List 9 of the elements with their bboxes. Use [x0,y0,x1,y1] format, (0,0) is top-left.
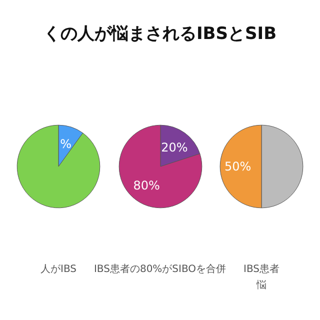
text: IBS患者 [244,262,280,277]
text: くの人が悩まされるIBSとSIB [42,23,278,46]
text: 人がIBS [40,263,76,277]
text: 悩 [255,278,268,293]
data-label: 20% [160,140,188,154]
data-label: % [60,136,72,151]
text: IBS患者の80%がSIBOを合併 [94,262,226,277]
data-label: 80% [132,178,160,193]
data-label: 50% [224,160,252,174]
